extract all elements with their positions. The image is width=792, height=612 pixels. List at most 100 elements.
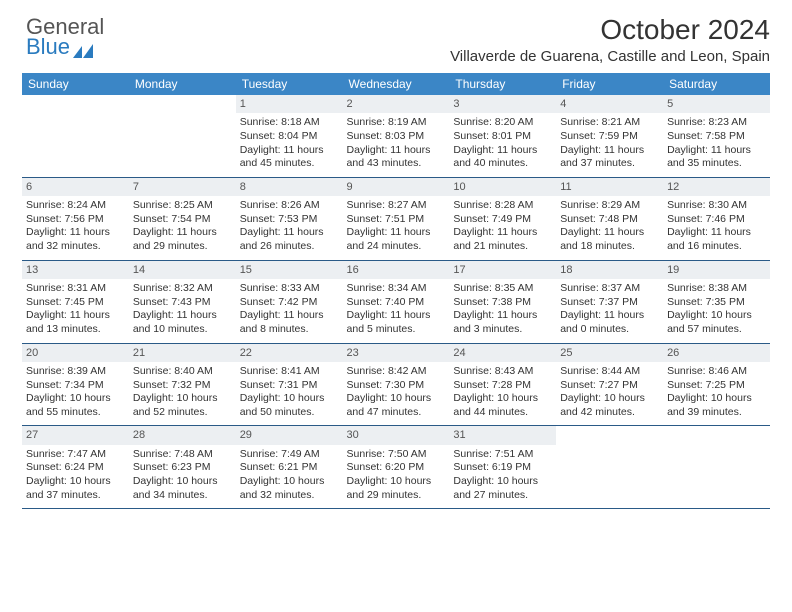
daylight-text-line1: Daylight: 10 hours: [240, 475, 339, 489]
daylight-text-line2: and 52 minutes.: [133, 406, 232, 420]
sunset-text: Sunset: 7:46 PM: [667, 213, 766, 227]
day-number: 4: [556, 95, 663, 113]
daylight-text-line1: Daylight: 10 hours: [453, 392, 552, 406]
daylight-text-line1: Daylight: 11 hours: [133, 309, 232, 323]
calendar-day-cell: 24Sunrise: 8:43 AMSunset: 7:28 PMDayligh…: [449, 343, 556, 426]
calendar-day-cell: 12Sunrise: 8:30 AMSunset: 7:46 PMDayligh…: [663, 177, 770, 260]
daylight-text-line2: and 13 minutes.: [26, 323, 125, 337]
month-title: October 2024: [22, 14, 770, 46]
calendar-day-cell: 25Sunrise: 8:44 AMSunset: 7:27 PMDayligh…: [556, 343, 663, 426]
daylight-text-line2: and 5 minutes.: [347, 323, 446, 337]
sunrise-text: Sunrise: 8:34 AM: [347, 282, 446, 296]
daylight-text-line2: and 44 minutes.: [453, 406, 552, 420]
calendar-day-cell: 2Sunrise: 8:19 AMSunset: 8:03 PMDaylight…: [343, 95, 450, 177]
daylight-text-line1: Daylight: 11 hours: [453, 226, 552, 240]
sunrise-text: Sunrise: 7:51 AM: [453, 448, 552, 462]
daylight-text-line1: Daylight: 10 hours: [240, 392, 339, 406]
daylight-text-line1: Daylight: 11 hours: [667, 144, 766, 158]
daylight-text-line2: and 50 minutes.: [240, 406, 339, 420]
sunrise-text: Sunrise: 8:42 AM: [347, 365, 446, 379]
daylight-text-line1: Daylight: 11 hours: [26, 226, 125, 240]
sunset-text: Sunset: 7:42 PM: [240, 296, 339, 310]
sunset-text: Sunset: 7:43 PM: [133, 296, 232, 310]
day-number: 23: [343, 344, 450, 362]
daylight-text-line2: and 29 minutes.: [347, 489, 446, 503]
daylight-text-line1: Daylight: 10 hours: [347, 475, 446, 489]
calendar-day-cell: 5Sunrise: 8:23 AMSunset: 7:58 PMDaylight…: [663, 95, 770, 177]
sunrise-text: Sunrise: 8:46 AM: [667, 365, 766, 379]
sunset-text: Sunset: 7:49 PM: [453, 213, 552, 227]
sunset-text: Sunset: 7:32 PM: [133, 379, 232, 393]
sunset-text: Sunset: 7:56 PM: [26, 213, 125, 227]
day-number: 8: [236, 178, 343, 196]
day-number: 13: [22, 261, 129, 279]
calendar-header-row: SundayMondayTuesdayWednesdayThursdayFrid…: [22, 73, 770, 95]
daylight-text-line2: and 42 minutes.: [560, 406, 659, 420]
weekday-header: Sunday: [22, 73, 129, 95]
sunrise-text: Sunrise: 8:37 AM: [560, 282, 659, 296]
calendar-day-cell: .: [556, 426, 663, 509]
sunrise-text: Sunrise: 8:26 AM: [240, 199, 339, 213]
sunset-text: Sunset: 8:01 PM: [453, 130, 552, 144]
day-number: 17: [449, 261, 556, 279]
sunrise-text: Sunrise: 8:30 AM: [667, 199, 766, 213]
daylight-text-line2: and 43 minutes.: [347, 157, 446, 171]
sunset-text: Sunset: 7:38 PM: [453, 296, 552, 310]
sunset-text: Sunset: 6:20 PM: [347, 461, 446, 475]
calendar-day-cell: .: [22, 95, 129, 177]
calendar-day-cell: 8Sunrise: 8:26 AMSunset: 7:53 PMDaylight…: [236, 177, 343, 260]
daylight-text-line2: and 27 minutes.: [453, 489, 552, 503]
daylight-text-line2: and 37 minutes.: [560, 157, 659, 171]
daylight-text-line2: and 32 minutes.: [26, 240, 125, 254]
day-number: 11: [556, 178, 663, 196]
page-header: October 2024 Villaverde de Guarena, Cast…: [22, 14, 770, 65]
weekday-header: Tuesday: [236, 73, 343, 95]
daylight-text-line1: Daylight: 11 hours: [560, 144, 659, 158]
sunrise-text: Sunrise: 8:18 AM: [240, 116, 339, 130]
daylight-text-line2: and 35 minutes.: [667, 157, 766, 171]
day-number: 21: [129, 344, 236, 362]
day-number: 10: [449, 178, 556, 196]
weekday-header: Monday: [129, 73, 236, 95]
day-number: 31: [449, 426, 556, 444]
calendar-day-cell: .: [129, 95, 236, 177]
daylight-text-line1: Daylight: 10 hours: [133, 392, 232, 406]
day-number: 3: [449, 95, 556, 113]
daylight-text-line2: and 24 minutes.: [347, 240, 446, 254]
day-number: 27: [22, 426, 129, 444]
sunrise-text: Sunrise: 7:49 AM: [240, 448, 339, 462]
sunset-text: Sunset: 7:53 PM: [240, 213, 339, 227]
calendar-week-row: 13Sunrise: 8:31 AMSunset: 7:45 PMDayligh…: [22, 260, 770, 343]
sunrise-text: Sunrise: 8:35 AM: [453, 282, 552, 296]
calendar-day-cell: 22Sunrise: 8:41 AMSunset: 7:31 PMDayligh…: [236, 343, 343, 426]
calendar-day-cell: 14Sunrise: 8:32 AMSunset: 7:43 PMDayligh…: [129, 260, 236, 343]
daylight-text-line1: Daylight: 11 hours: [347, 144, 446, 158]
day-number: 20: [22, 344, 129, 362]
sunset-text: Sunset: 7:40 PM: [347, 296, 446, 310]
sunset-text: Sunset: 7:35 PM: [667, 296, 766, 310]
calendar-body: ..1Sunrise: 8:18 AMSunset: 8:04 PMDaylig…: [22, 95, 770, 509]
calendar-day-cell: 17Sunrise: 8:35 AMSunset: 7:38 PMDayligh…: [449, 260, 556, 343]
calendar-day-cell: .: [663, 426, 770, 509]
daylight-text-line1: Daylight: 10 hours: [133, 475, 232, 489]
sunrise-text: Sunrise: 8:25 AM: [133, 199, 232, 213]
sunrise-text: Sunrise: 8:24 AM: [26, 199, 125, 213]
weekday-header: Saturday: [663, 73, 770, 95]
day-number: 7: [129, 178, 236, 196]
daylight-text-line2: and 40 minutes.: [453, 157, 552, 171]
sunset-text: Sunset: 6:19 PM: [453, 461, 552, 475]
calendar-day-cell: 13Sunrise: 8:31 AMSunset: 7:45 PMDayligh…: [22, 260, 129, 343]
calendar-day-cell: 23Sunrise: 8:42 AMSunset: 7:30 PMDayligh…: [343, 343, 450, 426]
logo-sail-icon: [73, 44, 93, 58]
daylight-text-line1: Daylight: 11 hours: [667, 226, 766, 240]
daylight-text-line1: Daylight: 10 hours: [560, 392, 659, 406]
sunset-text: Sunset: 8:03 PM: [347, 130, 446, 144]
daylight-text-line2: and 29 minutes.: [133, 240, 232, 254]
calendar-day-cell: 26Sunrise: 8:46 AMSunset: 7:25 PMDayligh…: [663, 343, 770, 426]
calendar-day-cell: 7Sunrise: 8:25 AMSunset: 7:54 PMDaylight…: [129, 177, 236, 260]
daylight-text-line1: Daylight: 11 hours: [347, 226, 446, 240]
sunset-text: Sunset: 7:58 PM: [667, 130, 766, 144]
weekday-header: Wednesday: [343, 73, 450, 95]
calendar-day-cell: 6Sunrise: 8:24 AMSunset: 7:56 PMDaylight…: [22, 177, 129, 260]
day-number: 9: [343, 178, 450, 196]
